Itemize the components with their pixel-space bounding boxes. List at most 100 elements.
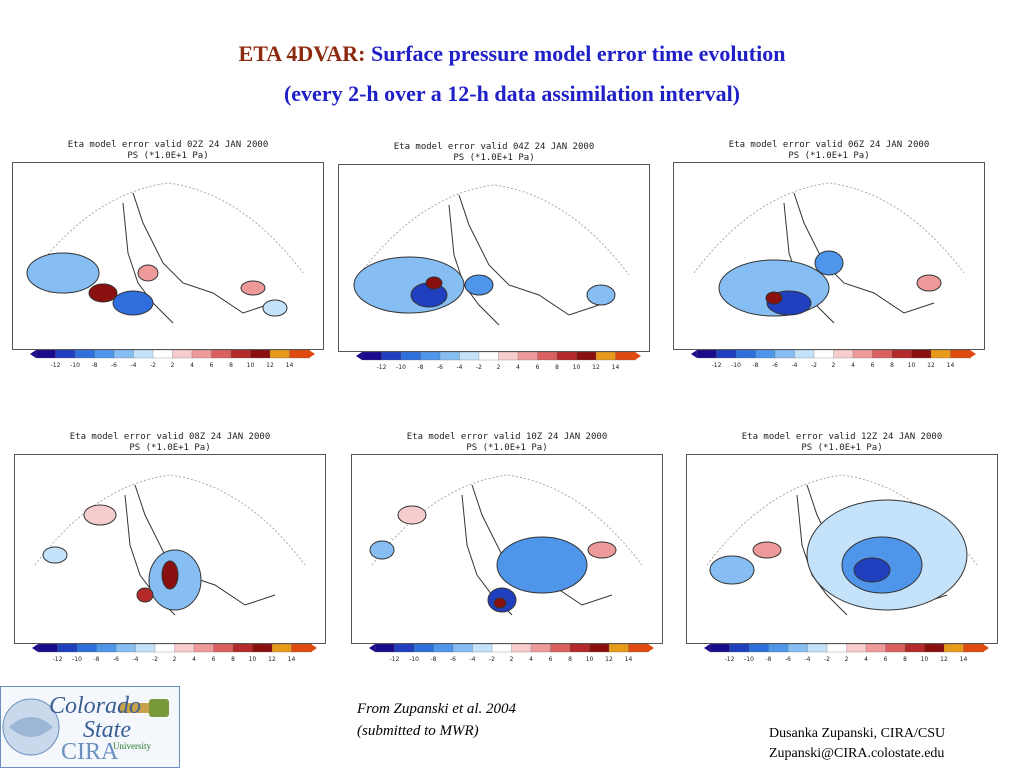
colorbar-swatch	[556, 352, 578, 361]
panel-06z: Eta model error valid 06Z 24 JAN 2000 PS…	[673, 138, 985, 370]
colorbar-swatch	[943, 644, 965, 653]
colorbar-tick-label: 6	[210, 362, 214, 369]
colorbar-swatch	[252, 644, 273, 653]
colorbar-tick-label: 10	[586, 656, 594, 663]
colorbar-tick-label: 4	[864, 656, 868, 663]
colorbar-tick-label: 2	[845, 656, 849, 663]
colorbar-swatch	[452, 644, 474, 653]
colorbar-swatch	[595, 352, 617, 361]
colorbar-tick-label: -12	[377, 364, 387, 371]
map-graphic	[369, 474, 643, 616]
colorbar-tick-label: 14	[288, 656, 296, 663]
logo-graphic	[2, 698, 169, 756]
colorbar-tick-label: -2	[476, 364, 482, 371]
colorbar-tick-label: -6	[785, 656, 791, 663]
colorbar-swatch	[420, 352, 441, 361]
map-plot	[338, 164, 650, 352]
colorbar-swatch	[794, 350, 815, 359]
colorado-state-cira-logo: Colorado State University CIRA	[0, 686, 180, 768]
colorbar-swatch	[35, 350, 57, 359]
colorbar-swatch	[232, 644, 254, 653]
colorbar-swatch	[589, 644, 610, 653]
colorbar-arrow-right	[648, 644, 654, 652]
colorbar-tick-label: -2	[150, 362, 156, 369]
map-plot	[12, 162, 324, 350]
colorbar-swatch	[904, 644, 926, 653]
colorbar-swatch	[950, 350, 971, 359]
colorbar-tick-label: 12	[927, 362, 935, 369]
panel-subtitle: PS (*1.0E+1 Pa)	[129, 443, 211, 453]
colorbar-tick-label: -6	[772, 362, 778, 369]
colorbar-swatch	[433, 644, 454, 653]
citation: From Zupanski et al. 2004 (submitted to …	[357, 698, 516, 742]
colorbar-tick-label: 4	[529, 656, 533, 663]
colorbar-tick-label: 12	[268, 656, 276, 663]
citation-line2: (submitted to MWR)	[357, 723, 479, 739]
panel-subtitle: PS (*1.0E+1 Pa)	[453, 153, 535, 163]
colorbar-tick-label: 14	[625, 656, 633, 663]
colorbar-swatch	[115, 644, 137, 653]
colorbar-swatch	[735, 350, 757, 359]
panel-title: Eta model error valid 10Z 24 JAN 2000	[406, 432, 608, 442]
colorbar-tick-label: 12	[592, 364, 600, 371]
colorbar-swatch	[76, 644, 98, 653]
panel-title: Eta model error valid 04Z 24 JAN 2000	[393, 142, 595, 152]
map-plot	[351, 454, 663, 644]
colorbar-tick-label: -4	[131, 362, 137, 369]
colorbar-tick-label: 4	[851, 362, 855, 369]
colorbar-tick-label: -12	[51, 362, 61, 369]
panel-title: Eta model error valid 08Z 24 JAN 2000	[69, 432, 271, 442]
colorbar-swatch	[152, 350, 174, 359]
colorbar-swatch	[289, 350, 310, 359]
panel-subtitle: PS (*1.0E+1 Pa)	[466, 443, 548, 453]
colorbar-swatch	[394, 644, 415, 653]
colorbar-swatch	[174, 644, 195, 653]
colorbar-tick-label: 2	[510, 656, 514, 663]
colorbar-tick-label: -6	[450, 656, 456, 663]
colorbar-swatch	[230, 350, 252, 359]
panel-subtitle: PS (*1.0E+1 Pa)	[801, 443, 883, 453]
colorbar-tick-label: 10	[908, 362, 916, 369]
colorbar-swatch	[930, 350, 952, 359]
colorbar-swatch	[517, 352, 539, 361]
colorbar-swatch	[628, 644, 649, 653]
colorbar-tick-label: -10	[409, 656, 419, 663]
colorbar-arrow-left	[691, 350, 697, 358]
colorbar-tick-label: -8	[94, 656, 100, 663]
colorbar-tick-label: 12	[605, 656, 613, 663]
colorbar-swatch	[768, 644, 789, 653]
panel-subtitle: PS (*1.0E+1 Pa)	[788, 151, 870, 161]
colorbar-tick-label: -4	[805, 656, 811, 663]
colorbar-tick-label: 12	[940, 656, 948, 663]
colorbar-swatch	[530, 644, 552, 653]
colorbar-tick-label: 6	[871, 362, 875, 369]
colorbar-arrow-right	[983, 644, 989, 652]
colorbar-swatch	[846, 644, 867, 653]
panel-08z: Eta model error valid 08Z 24 JAN 2000 PS…	[14, 428, 326, 664]
panel-12z: Eta model error valid 12Z 24 JAN 2000 PS…	[686, 428, 998, 664]
colorbar-swatch	[615, 352, 636, 361]
logo-line2: State	[83, 717, 131, 743]
title-text: Surface pressure model error time evolut…	[370, 41, 786, 66]
colorbar-swatch	[608, 644, 630, 653]
colorbar-tick-label: 4	[192, 656, 196, 663]
map-graphic	[26, 182, 304, 324]
colorbar-tick-label: -10	[70, 362, 80, 369]
colorbar-tick-label: 2	[173, 656, 177, 663]
colorbar-tick-label: 10	[573, 364, 581, 371]
colorbar: -12 -10 -8 -6 -4 -2 2 4 6 8 10 12 14	[356, 352, 641, 371]
colorbar-tick-label: 8	[903, 656, 907, 663]
colorbar-arrow-left	[704, 644, 710, 652]
author-name: Dusanka Zupanski, CIRA/CSU	[769, 726, 946, 741]
colorbar-swatch	[716, 350, 737, 359]
colorbar-tick-label: 14	[947, 362, 955, 369]
colorbar-swatch	[250, 350, 271, 359]
colorbar-swatch	[37, 644, 59, 653]
colorbar-tick-label: 8	[555, 364, 559, 371]
colorbar-tick-label: -4	[792, 362, 798, 369]
colorbar-tick-label: 10	[249, 656, 257, 663]
colorbar-swatch	[269, 350, 291, 359]
colorbar-tick-label: 4	[190, 362, 194, 369]
panel-10z: Eta model error valid 10Z 24 JAN 2000 PS…	[351, 428, 663, 664]
colorbar-swatch	[374, 644, 396, 653]
